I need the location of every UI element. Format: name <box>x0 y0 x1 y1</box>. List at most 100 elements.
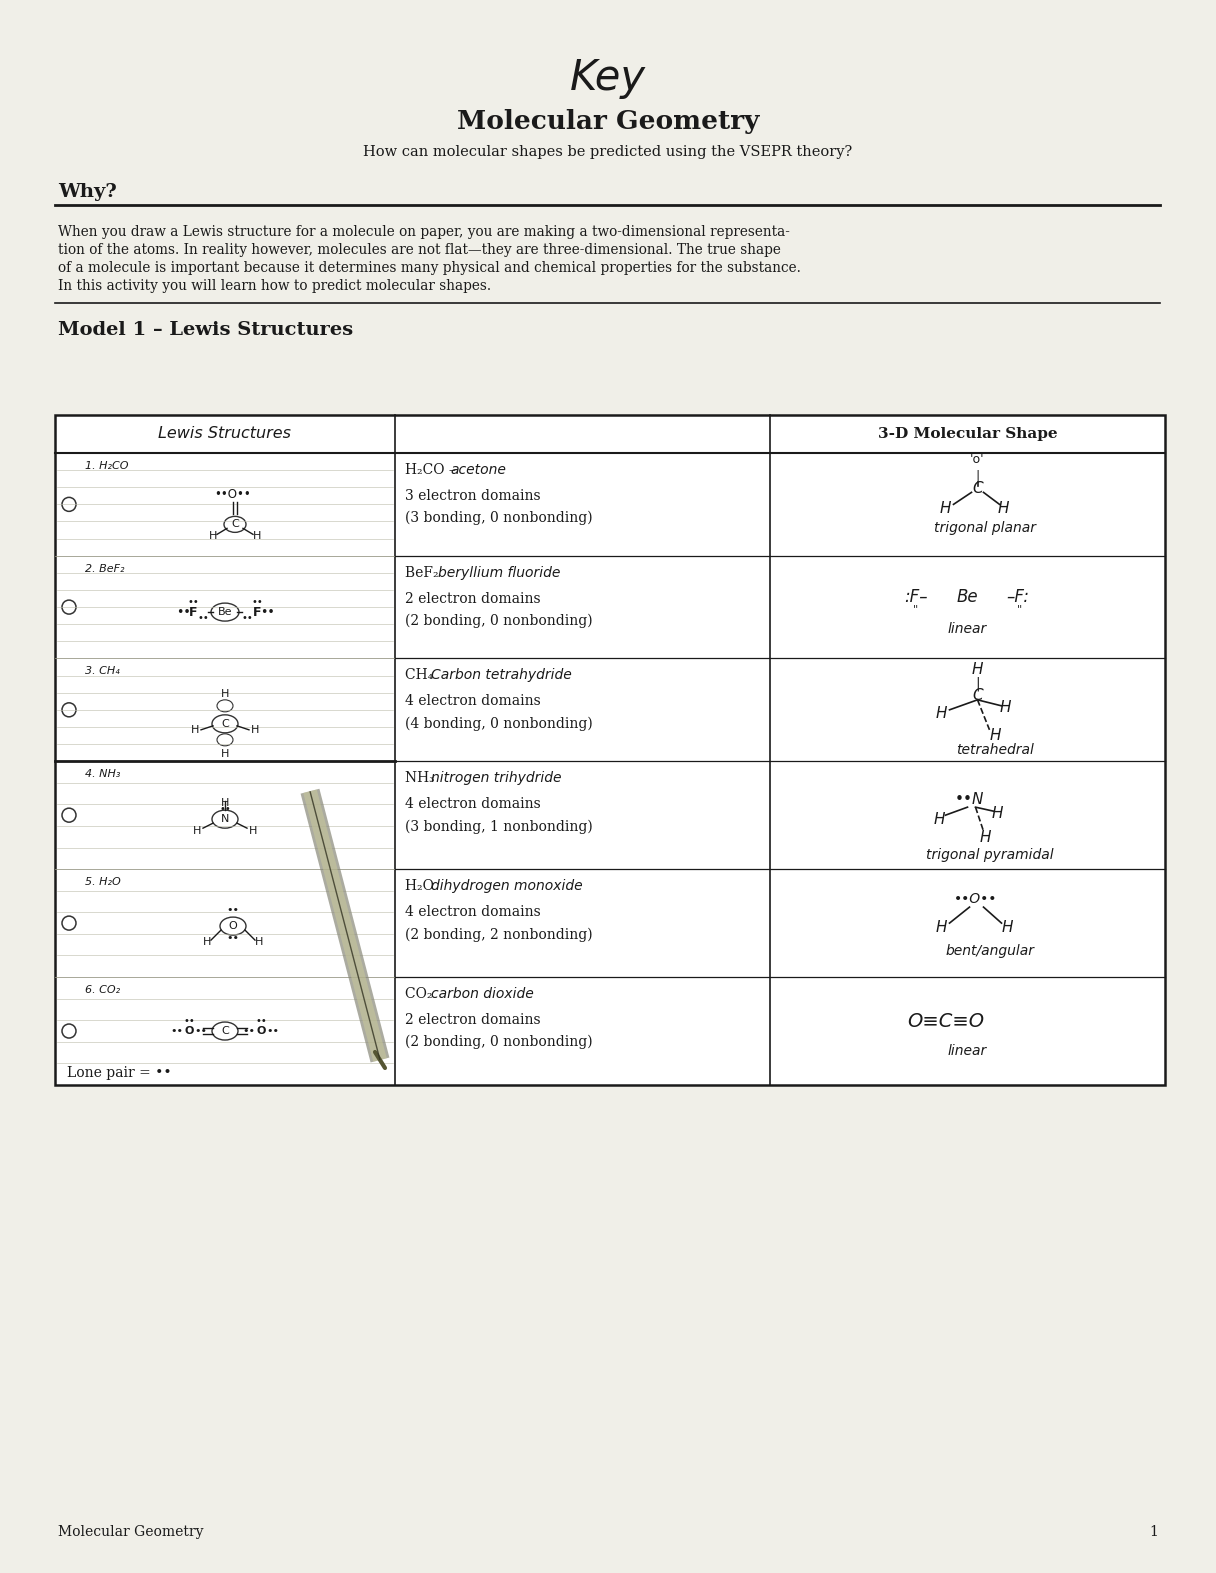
Text: nitrogen trihydride: nitrogen trihydride <box>430 771 562 785</box>
Text: Why?: Why? <box>58 182 117 201</box>
Text: H: H <box>221 689 229 698</box>
Text: H: H <box>936 706 947 722</box>
Text: 1: 1 <box>1149 1524 1158 1538</box>
Text: H: H <box>221 749 229 758</box>
Text: –F:: –F: <box>1006 588 1029 606</box>
Text: H: H <box>936 920 947 934</box>
Text: H: H <box>253 532 261 541</box>
Text: (2 bonding, 0 nonbonding): (2 bonding, 0 nonbonding) <box>405 1035 592 1049</box>
Text: NH₃: NH₃ <box>405 771 439 785</box>
Text: ••N: ••N <box>955 791 984 807</box>
Text: (3 bonding, 0 nonbonding): (3 bonding, 0 nonbonding) <box>405 511 592 525</box>
Text: H: H <box>990 728 1001 744</box>
Text: 2 electron domains: 2 electron domains <box>405 1013 541 1027</box>
Text: H: H <box>992 805 1003 821</box>
Text: (3 bonding, 1 nonbonding): (3 bonding, 1 nonbonding) <box>405 820 592 834</box>
Text: 'o': 'o' <box>970 453 985 466</box>
Text: How can molecular shapes be predicted using the VSEPR theory?: How can molecular shapes be predicted us… <box>364 145 852 159</box>
Text: tion of the atoms. In reality however, molecules are not flat—they are three-dim: tion of the atoms. In reality however, m… <box>58 242 781 256</box>
Text: acetone: acetone <box>450 462 506 477</box>
Text: 4 electron domains: 4 electron domains <box>405 694 541 708</box>
Text: ••: •• <box>219 804 231 815</box>
Text: H: H <box>940 500 951 516</box>
Text: ••: •• <box>241 613 253 623</box>
Text: Be: Be <box>957 588 979 606</box>
Text: 3 electron domains: 3 electron domains <box>405 489 541 503</box>
Text: BeF₂: BeF₂ <box>405 566 443 580</box>
Text: C: C <box>221 1026 229 1037</box>
Text: ••: •• <box>252 598 263 607</box>
Text: 3-D Molecular Shape: 3-D Molecular Shape <box>878 426 1058 440</box>
Text: H: H <box>221 798 229 809</box>
Text: ••O••: ••O•• <box>953 892 997 906</box>
Text: C: C <box>972 689 983 703</box>
Text: ••: •• <box>242 1026 255 1037</box>
Text: of a molecule is important because it determines many physical and chemical prop: of a molecule is important because it de… <box>58 261 801 275</box>
Text: |: | <box>975 470 980 483</box>
Text: O: O <box>229 922 237 931</box>
Text: 1. H₂CO: 1. H₂CO <box>85 461 129 470</box>
Text: '': '' <box>912 604 918 613</box>
Text: H: H <box>250 725 259 735</box>
Text: ••: •• <box>226 904 240 915</box>
Text: H: H <box>203 938 212 947</box>
Text: 5. H₂O: 5. H₂O <box>85 878 120 887</box>
Text: :F–: :F– <box>903 588 928 606</box>
Text: linear: linear <box>948 621 987 635</box>
Text: H: H <box>191 725 199 735</box>
Text: ••: •• <box>175 606 191 618</box>
Text: Model 1 – Lewis Structures: Model 1 – Lewis Structures <box>58 321 353 340</box>
Text: 4 electron domains: 4 electron domains <box>405 904 541 919</box>
Text: Key: Key <box>570 57 646 99</box>
Text: O: O <box>185 1026 193 1037</box>
Text: ••: •• <box>187 598 199 607</box>
Text: Molecular Geometry: Molecular Geometry <box>58 1524 203 1538</box>
Bar <box>55 415 1165 1085</box>
Text: H₂CO –: H₂CO – <box>405 462 460 477</box>
Text: 4 electron domains: 4 electron domains <box>405 798 541 812</box>
Text: ••: •• <box>255 1016 266 1026</box>
Text: beryllium fluoride: beryllium fluoride <box>438 566 559 580</box>
Text: H: H <box>972 662 984 678</box>
Text: 3. CH₄: 3. CH₄ <box>85 667 119 676</box>
Text: ••: •• <box>226 933 240 944</box>
Text: Carbon tetrahydride: Carbon tetrahydride <box>430 669 572 683</box>
Text: trigonal planar: trigonal planar <box>935 521 1036 535</box>
Text: ••O••: ••O•• <box>215 488 252 500</box>
Text: When you draw a Lewis structure for a molecule on paper, you are making a two-di: When you draw a Lewis structure for a mo… <box>58 225 790 239</box>
Text: H: H <box>193 826 201 837</box>
Text: Molecular Geometry: Molecular Geometry <box>457 110 759 135</box>
Text: tetrahedral: tetrahedral <box>957 742 1035 757</box>
Text: O≡C≡O: O≡C≡O <box>907 1011 984 1030</box>
Text: 6. CO₂: 6. CO₂ <box>85 985 120 996</box>
Text: H: H <box>980 829 991 845</box>
Text: In this activity you will learn how to predict molecular shapes.: In this activity you will learn how to p… <box>58 278 491 293</box>
Text: CO₂: CO₂ <box>405 988 437 1000</box>
Text: Lone pair = ••: Lone pair = •• <box>67 1066 171 1081</box>
Text: dihydrogen monoxide: dihydrogen monoxide <box>430 879 582 893</box>
Text: 2. BeF₂: 2. BeF₂ <box>85 563 124 574</box>
Text: ••: •• <box>266 1026 280 1037</box>
Text: H: H <box>1000 700 1012 716</box>
Text: |: | <box>975 676 980 691</box>
Text: carbon dioxide: carbon dioxide <box>430 988 534 1000</box>
Text: 2 electron domains: 2 electron domains <box>405 591 541 606</box>
Text: C: C <box>972 481 983 495</box>
Text: H: H <box>934 812 945 827</box>
Text: 4. NH₃: 4. NH₃ <box>85 769 120 779</box>
Text: F: F <box>188 606 197 618</box>
Text: H: H <box>998 500 1009 516</box>
Text: ••: •• <box>184 1016 195 1026</box>
Text: trigonal pyramidal: trigonal pyramidal <box>925 848 1053 862</box>
Text: C: C <box>231 519 238 530</box>
Text: H: H <box>249 826 258 837</box>
Text: bent/angular: bent/angular <box>945 944 1034 958</box>
Text: H₂O: H₂O <box>405 879 438 893</box>
Text: H: H <box>209 532 218 541</box>
Text: C: C <box>221 719 229 728</box>
Text: N: N <box>221 815 229 824</box>
Text: ••: •• <box>195 1026 208 1037</box>
Text: (2 bonding, 0 nonbonding): (2 bonding, 0 nonbonding) <box>405 613 592 628</box>
Text: F: F <box>253 606 261 618</box>
Text: ••: •• <box>260 606 275 618</box>
